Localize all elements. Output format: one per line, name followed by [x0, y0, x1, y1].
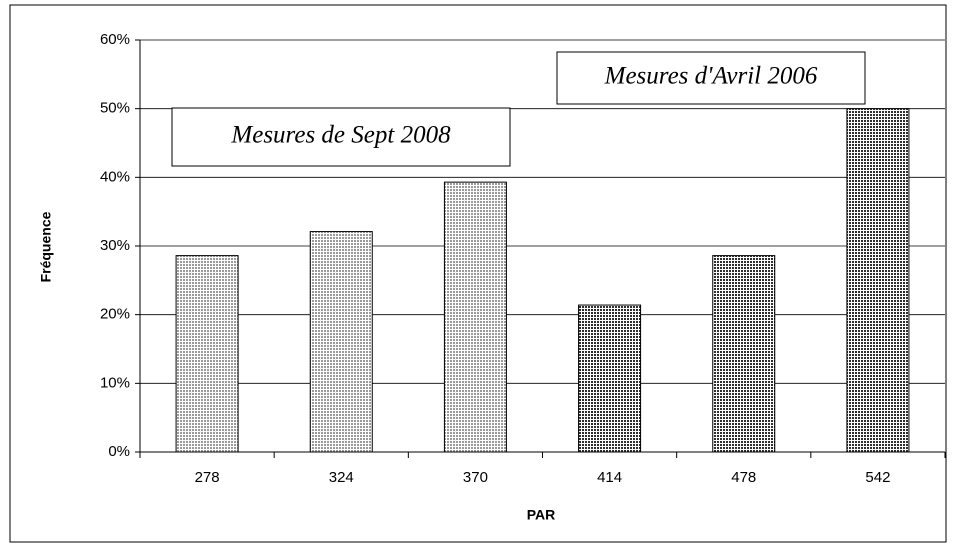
bar — [578, 304, 642, 453]
annotation: Mesures d'Avril 2006 — [604, 63, 818, 90]
annotation-box — [556, 51, 866, 105]
x-tick-label: 478 — [731, 469, 756, 486]
y-tick-label: 10% — [100, 374, 130, 391]
bar — [443, 181, 507, 453]
x-tick-label: 414 — [597, 469, 622, 486]
annotation: Mesures de Sept 2008 — [230, 122, 451, 149]
bar — [846, 108, 910, 453]
bar — [712, 255, 776, 453]
y-tick-label: 40% — [100, 168, 130, 185]
annotation-box — [171, 107, 511, 167]
y-tick-label: 30% — [100, 237, 130, 254]
y-axis-title: Fréquence — [38, 211, 54, 282]
bar — [309, 231, 373, 453]
y-tick-label: 60% — [100, 31, 130, 48]
y-tick-label: 0% — [108, 443, 130, 460]
y-tick-label: 50% — [100, 100, 130, 117]
x-axis-title: PAR — [527, 507, 556, 523]
x-tick-label: 370 — [463, 469, 488, 486]
x-tick-label: 278 — [195, 469, 220, 486]
x-tick-label: 542 — [865, 469, 890, 486]
y-tick-label: 20% — [100, 306, 130, 323]
bar — [175, 255, 239, 453]
x-tick-label: 324 — [329, 469, 354, 486]
